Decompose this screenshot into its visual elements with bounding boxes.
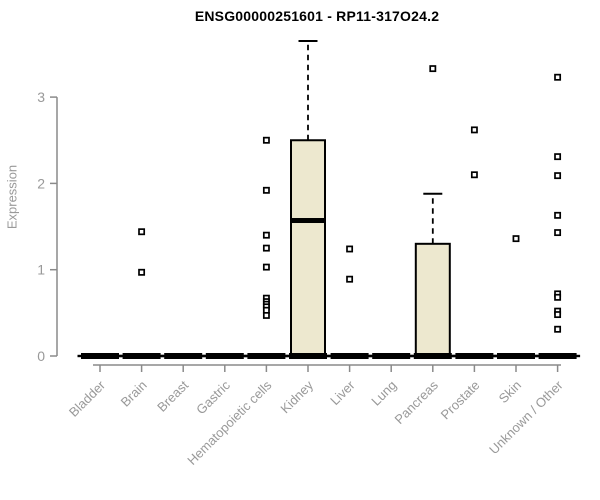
x-category-label: Gastric [193, 377, 233, 417]
zero-bar [455, 353, 494, 359]
y-tick-label: 3 [37, 89, 45, 105]
x-category-label: Liver [327, 377, 358, 408]
x-category-label: Pancreas [391, 377, 441, 427]
zero-bar [372, 353, 411, 359]
median-line [291, 218, 325, 224]
x-category-label: Skin [496, 378, 524, 406]
outlier-point [262, 186, 270, 194]
zero-bar [122, 353, 161, 359]
outlier-point [554, 153, 562, 161]
outlier-point [429, 65, 437, 73]
outlier-point [554, 211, 562, 219]
y-tick-label: 1 [37, 262, 45, 278]
x-category-label: Brain [118, 378, 150, 410]
zero-bar [289, 353, 327, 359]
x-category-label: Breast [154, 377, 191, 414]
outlier-point [554, 73, 562, 81]
zero-bar [538, 353, 577, 359]
box [290, 139, 326, 357]
outlier-point [262, 311, 270, 319]
outlier-point [262, 244, 270, 252]
zero-bar [413, 353, 452, 359]
x-category-label: Prostate [438, 378, 483, 423]
zero-bar [205, 353, 244, 359]
zero-bar [497, 353, 535, 359]
outlier-point [470, 171, 478, 179]
outlier-point [554, 293, 562, 301]
outlier-point [138, 268, 146, 276]
zero-bar [330, 353, 369, 359]
outlier-point [138, 228, 146, 236]
y-tick-label: 0 [37, 348, 45, 364]
box [414, 242, 451, 357]
x-category-label: Bladder [66, 377, 109, 420]
zero-bar [81, 353, 119, 359]
outlier-point [554, 311, 562, 319]
chart-title: ENSG00000251601 - RP11-317O24.2 [194, 8, 440, 24]
x-category-label: Lung [368, 378, 399, 409]
y-tick-label: 2 [37, 175, 45, 191]
x-category-label: Unknown / Other [486, 377, 566, 457]
outlier-point [346, 245, 354, 253]
outlier-point [554, 229, 562, 237]
outlier-point [554, 325, 562, 333]
outlier-point [512, 235, 520, 243]
outlier-point [470, 126, 478, 134]
zero-bar [164, 353, 203, 359]
zero-bar [247, 353, 286, 359]
outlier-point [346, 275, 354, 283]
outlier-point [554, 172, 562, 180]
outlier-point [262, 136, 270, 144]
outlier-point [262, 231, 270, 239]
x-category-label: Kidney [277, 377, 316, 416]
outlier-point [262, 263, 270, 271]
